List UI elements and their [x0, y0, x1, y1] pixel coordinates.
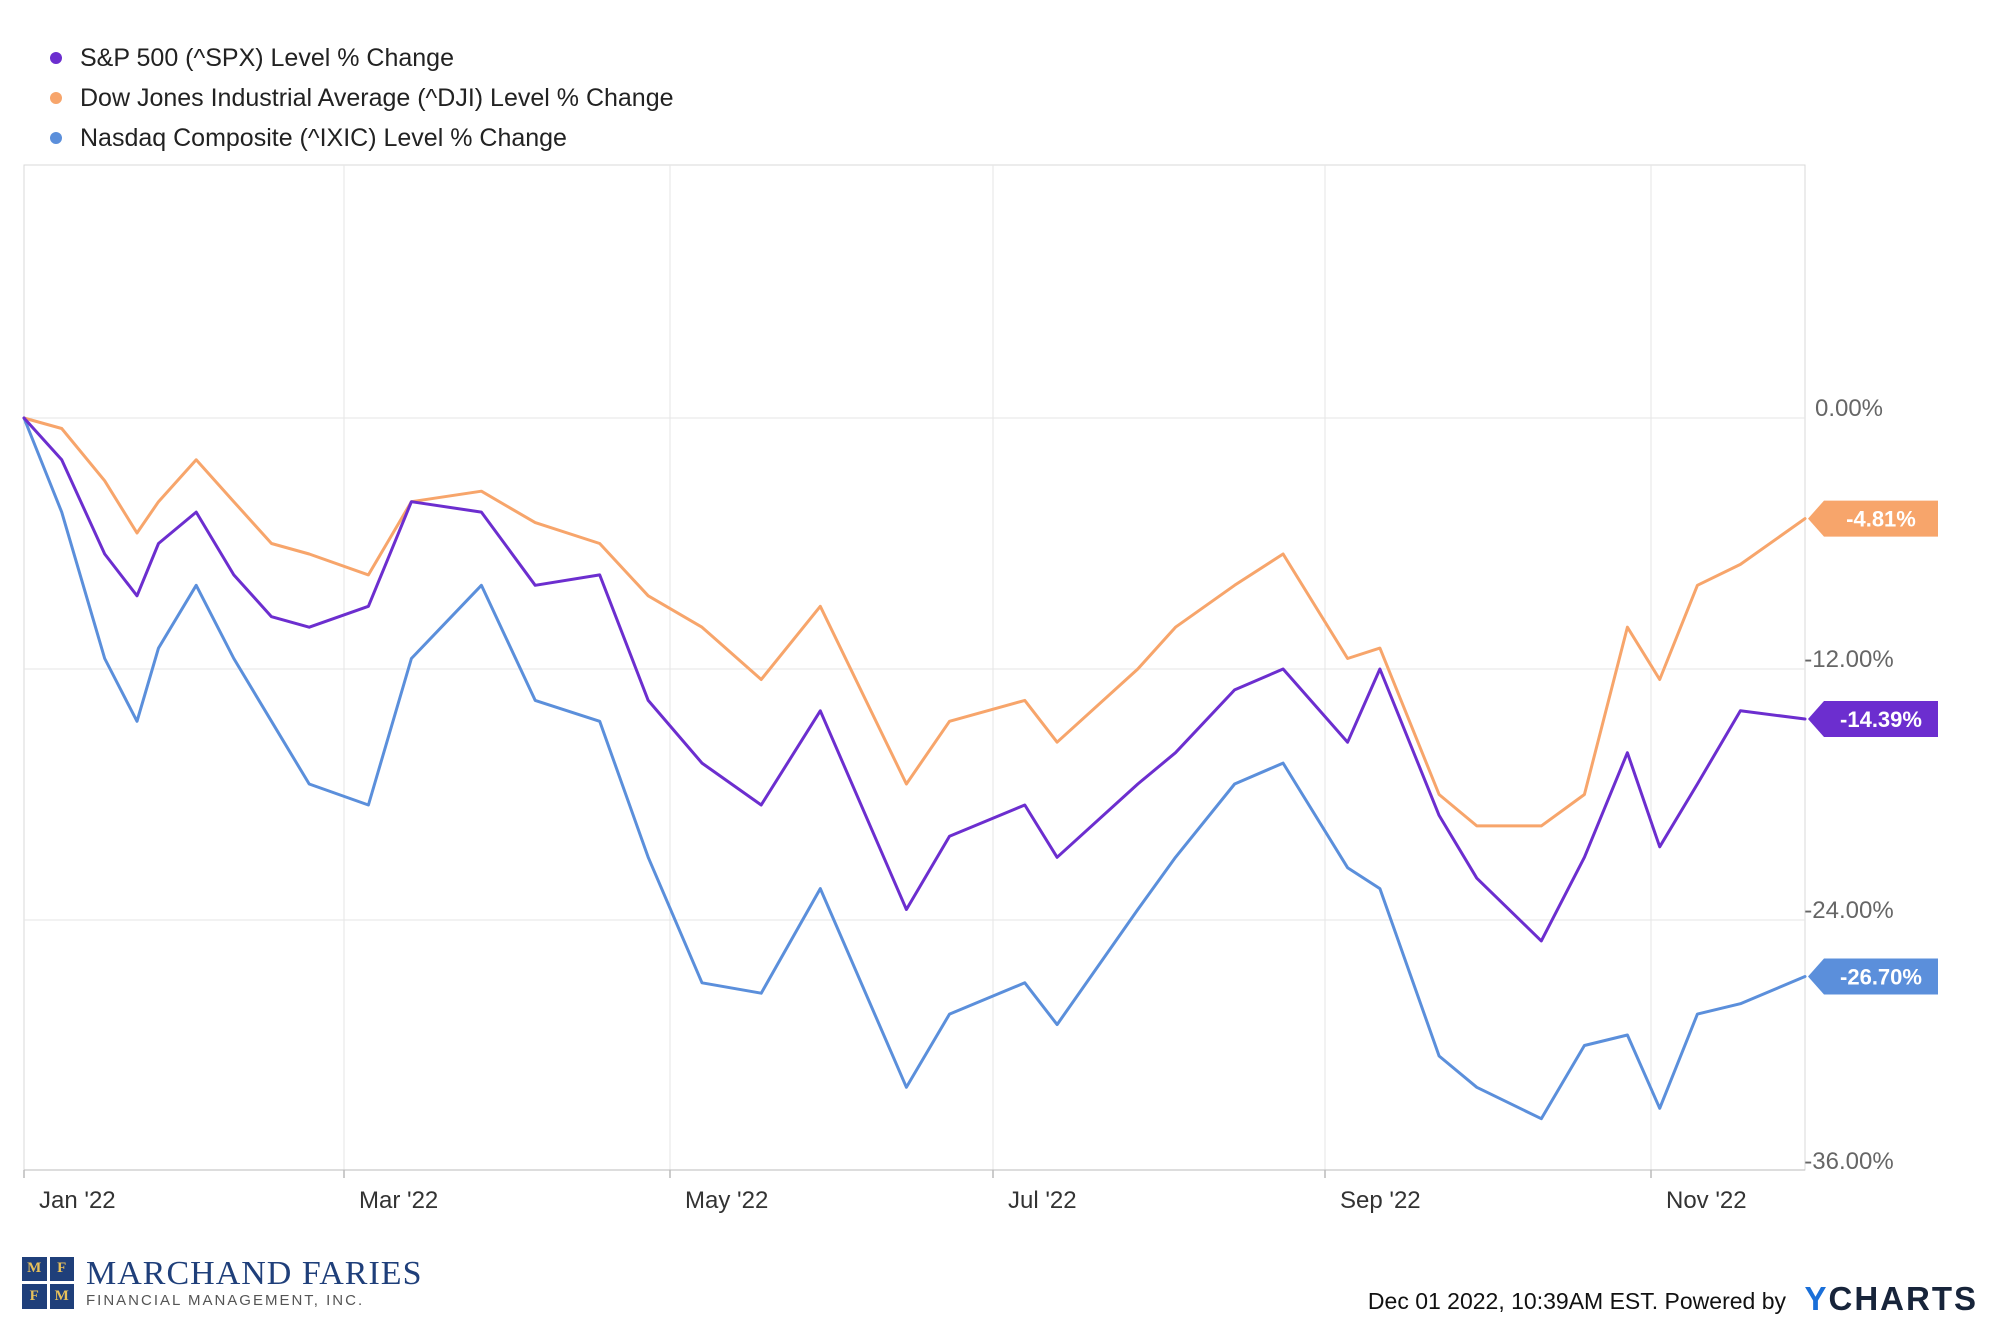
mf-logo-icon: M F F M [22, 1256, 74, 1309]
legend-item-ixic[interactable]: Nasdaq Composite (^IXIC) Level % Change [50, 118, 674, 158]
series-line-ixic[interactable] [22, 416, 1807, 1121]
end-value-label-ixic: -26.70% [1840, 964, 1922, 989]
y-tick-label: -24.00% [1804, 897, 1893, 924]
chart-timestamp: Dec 01 2022, 10:39AM EST. Powered by [1367, 1288, 1786, 1314]
y-tick-label: 0.00% [1815, 395, 1883, 422]
series-line-spx[interactable] [22, 416, 1807, 943]
end-value-badge-ixic: -26.70% [1808, 958, 1938, 995]
logo-mark-f1: F [49, 1256, 74, 1281]
ycharts-logo-text: CHARTS [1828, 1280, 1978, 1317]
y-tick-label: -12.00% [1804, 646, 1893, 673]
end-value-label-dji: -4.81% [1846, 507, 1916, 532]
x-tick-label: Nov '22 [1666, 1187, 1747, 1214]
logo-name: MARCHAND FARIES [86, 1255, 423, 1292]
plot-frame [23, 164, 1806, 1171]
legend-item-spx[interactable]: S&P 500 (^SPX) Level % Change [50, 38, 674, 78]
legend-label-dji: Dow Jones Industrial Average (^DJI) Leve… [80, 83, 674, 112]
y-tick-label: -36.00% [1804, 1148, 1893, 1175]
chart-legend: S&P 500 (^SPX) Level % Change Dow Jones … [50, 38, 674, 158]
legend-item-dji[interactable]: Dow Jones Industrial Average (^DJI) Leve… [50, 78, 674, 118]
legend-label-ixic: Nasdaq Composite (^IXIC) Level % Change [80, 123, 567, 152]
logo-mark-f2: F [22, 1284, 47, 1309]
x-tick-label: Jul '22 [1008, 1187, 1077, 1214]
end-value-badge-dji: -4.81% [1808, 500, 1938, 537]
x-tick-label: Jan '22 [39, 1187, 116, 1214]
end-value-label-spx: -14.39% [1840, 707, 1922, 732]
logo-mark-m2: M [49, 1284, 74, 1309]
ycharts-logo-y: Y [1804, 1280, 1829, 1317]
ycharts-logo[interactable]: YCHARTS [1804, 1280, 1978, 1318]
marchand-faries-logo: M F F M MARCHAND FARIES FINANCIAL MANAGE… [22, 1256, 422, 1309]
legend-dot-ixic [50, 132, 62, 144]
end-value-badge-spx: -14.39% [1808, 700, 1938, 737]
x-tick-label: May '22 [685, 1187, 768, 1214]
x-tick-label: Sep '22 [1340, 1187, 1421, 1214]
legend-label-spx: S&P 500 (^SPX) Level % Change [80, 43, 454, 72]
logo-mark-m1: M [22, 1256, 47, 1281]
legend-dot-spx [50, 52, 62, 64]
logo-subtitle: FINANCIAL MANAGEMENT, INC. [86, 1292, 365, 1309]
x-tick-label: Mar '22 [359, 1187, 438, 1214]
legend-dot-dji [50, 92, 62, 104]
